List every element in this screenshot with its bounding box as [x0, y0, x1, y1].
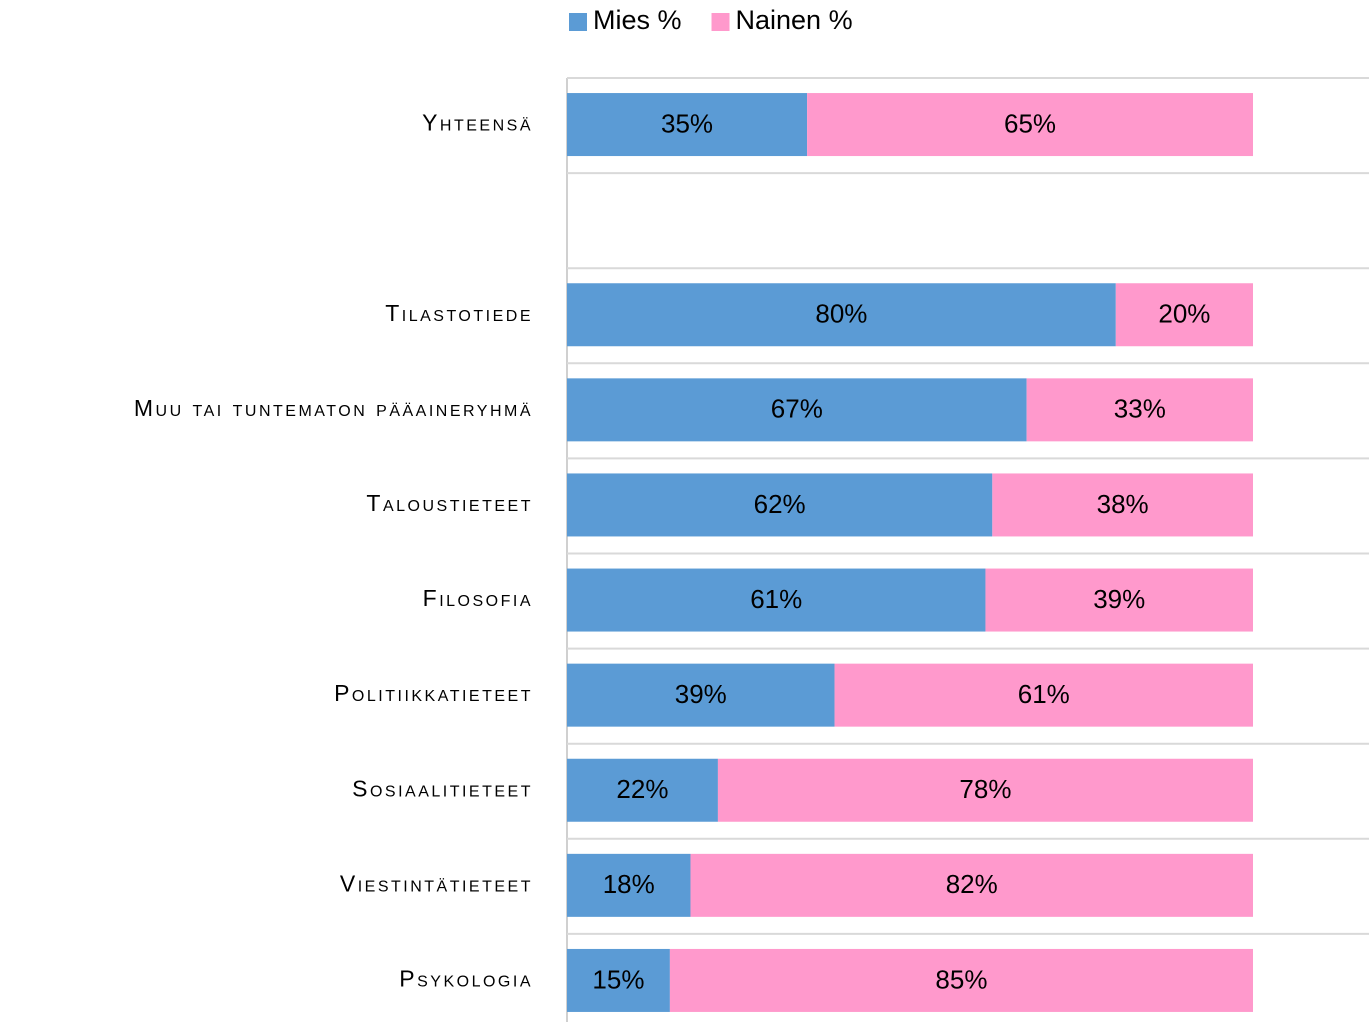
category-label: Yhteensä — [422, 110, 533, 136]
bar-segment — [567, 663, 835, 727]
legend-swatch — [569, 13, 587, 31]
bar-segment — [1115, 283, 1253, 347]
bar-segment — [567, 473, 993, 537]
bar-segment — [567, 283, 1116, 347]
value-label: 78% — [959, 774, 1011, 804]
bar-segment — [717, 758, 1253, 822]
bar-segment — [567, 93, 808, 157]
bar-segment — [807, 93, 1253, 157]
category-label: Viestintätieteet — [340, 870, 533, 896]
value-label: 67% — [771, 394, 823, 424]
bar-segment — [567, 568, 986, 632]
bar-segment — [669, 948, 1253, 1012]
value-label: 61% — [1018, 679, 1070, 709]
value-label: 39% — [1093, 584, 1145, 614]
category-label: Taloustieteet — [366, 490, 533, 516]
value-label: 38% — [1097, 489, 1149, 519]
legend-label: Mies % — [593, 5, 682, 35]
value-label: 33% — [1114, 394, 1166, 424]
category-label: Politiikkatieteet — [334, 680, 533, 706]
category-label: Psykologia — [399, 966, 533, 992]
bar-segment — [690, 853, 1253, 917]
bar-segment — [567, 758, 718, 822]
value-label: 18% — [603, 869, 655, 899]
bar-segment — [992, 473, 1253, 537]
value-label: 35% — [661, 108, 713, 138]
legend-label: Nainen % — [736, 5, 853, 35]
value-label: 20% — [1158, 299, 1210, 329]
bar-segment — [567, 853, 691, 917]
value-label: 82% — [946, 869, 998, 899]
legend-swatch — [711, 13, 730, 31]
value-label: 39% — [675, 679, 727, 709]
value-label: 15% — [592, 964, 644, 994]
category-label: Tilastotiede — [385, 300, 533, 326]
category-label: Filosofia — [423, 585, 533, 611]
bar-segment — [567, 948, 670, 1012]
bar-segment — [567, 378, 1027, 442]
value-label: 61% — [750, 584, 802, 614]
value-label: 62% — [754, 489, 806, 519]
bar-segment — [834, 663, 1253, 727]
value-label: 85% — [935, 964, 987, 994]
bar-segment — [985, 568, 1253, 632]
value-label: 65% — [1004, 108, 1056, 138]
value-label: 80% — [815, 299, 867, 329]
bar-segment — [1026, 378, 1253, 442]
category-label: Sosiaalitieteet — [352, 775, 533, 801]
value-label: 22% — [616, 774, 668, 804]
category-label: Muu tai tuntematon pääaineryhmä — [134, 395, 533, 421]
